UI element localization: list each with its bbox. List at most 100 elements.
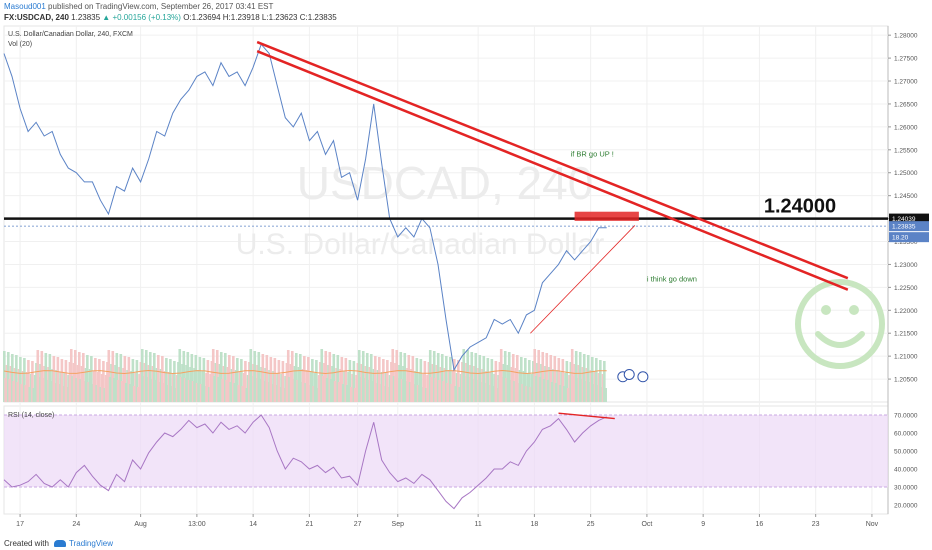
volume-bar	[313, 373, 317, 402]
volume-bar	[104, 375, 108, 402]
volume-bar	[270, 384, 274, 402]
volume-bar	[307, 357, 310, 402]
rsi-tick-label: 70.0000	[894, 413, 918, 420]
volume-bar	[449, 357, 452, 402]
volume-bar	[19, 357, 22, 402]
volume-bar	[225, 380, 228, 402]
volume-bar	[549, 355, 553, 402]
volume-bar	[178, 349, 182, 402]
volume-bar	[524, 358, 527, 402]
volume-bar	[171, 374, 175, 402]
volume-bar	[177, 362, 180, 402]
volume-bar	[564, 373, 567, 402]
volume-bar	[36, 350, 40, 402]
volume-bar	[120, 381, 124, 402]
volume-bar	[411, 356, 415, 402]
volume-bar	[349, 387, 353, 402]
volume-bar	[438, 380, 441, 402]
volume-bar	[471, 379, 475, 402]
volume-bar	[224, 353, 227, 402]
volume-bar	[423, 361, 427, 402]
volume-bar	[601, 374, 605, 402]
volume-bar	[193, 368, 196, 402]
volume-bar	[562, 386, 566, 402]
published-text: published on TradingView.com, September …	[48, 2, 274, 11]
volume-bar	[544, 366, 547, 402]
annotation-down: i think go down	[647, 274, 697, 283]
volume-bar	[387, 387, 391, 402]
volume-bar	[335, 368, 338, 402]
volume-bar	[526, 373, 530, 402]
volume-bar	[511, 354, 515, 402]
volume-bar	[182, 351, 186, 402]
volume-indicator-label: Vol (20)	[8, 41, 32, 48]
volume-bar	[450, 384, 453, 402]
volume-bar	[52, 356, 56, 402]
volume-bar	[481, 369, 484, 402]
volume-bar	[53, 383, 57, 402]
volume-bar	[209, 374, 212, 402]
volume-bar	[542, 379, 546, 402]
volume-bar	[440, 354, 444, 402]
volume-bar	[269, 357, 273, 402]
volume-bar	[546, 380, 550, 402]
volume-bar	[253, 351, 257, 402]
volume-bar	[191, 381, 195, 402]
volume-bar	[40, 351, 44, 402]
author-link[interactable]: Masoud001	[4, 2, 46, 11]
volume-bar	[403, 353, 407, 402]
volume-bar	[242, 373, 246, 402]
level-label: 1.24000	[764, 196, 836, 218]
y-tick-label: 1.27000	[894, 79, 918, 86]
volume-bar	[558, 385, 562, 402]
volume-bar	[586, 355, 590, 402]
volume-bar	[47, 367, 50, 402]
volume-bar	[211, 349, 215, 402]
volume-bar	[197, 370, 200, 402]
volume-bar	[572, 376, 575, 402]
volume-bar	[426, 375, 429, 402]
volume-bar	[337, 382, 341, 402]
publisher-line: Masoud001 published on TradingView.com, …	[4, 1, 273, 12]
volume-bar	[497, 375, 500, 402]
x-tick-label: 17	[16, 521, 24, 528]
y-tick-label: 1.21500	[894, 331, 918, 338]
rsi-divergence-line	[558, 412, 615, 420]
volume-bar	[589, 370, 593, 402]
x-tick-label: 9	[701, 521, 705, 528]
volume-bar	[198, 357, 202, 402]
volume-bar	[282, 388, 286, 402]
volume-bar	[158, 382, 161, 402]
volume-bar	[203, 386, 207, 402]
volume-bar	[49, 381, 53, 402]
volume-bar	[75, 378, 78, 402]
volume-bar	[83, 381, 86, 402]
volume-bar	[59, 372, 62, 402]
watermark-name: U.S. Dollar/Canadian Dollar	[236, 228, 605, 261]
tradingview-link[interactable]: TradingView	[54, 537, 113, 550]
chart-frame[interactable]: 17 24 Aug 13:00 14 21 27 Sep 11 18 25 Oct 9 16 23 Nov 1.…	[0, 24, 932, 537]
price-pane	[3, 25, 889, 403]
volume-bar	[536, 363, 539, 402]
rsi-band	[4, 415, 888, 487]
volume-bar	[357, 350, 361, 402]
volume-bar	[469, 365, 472, 402]
volume-bar	[144, 350, 148, 402]
x-tick-label: 23	[812, 521, 820, 528]
y-tick-label: 1.28000	[894, 33, 918, 40]
x-tick-label: Oct	[641, 521, 652, 528]
volume-bar	[285, 363, 289, 402]
volume-bar	[199, 384, 203, 402]
volume-bar	[514, 368, 518, 402]
volume-bar	[580, 379, 583, 402]
x-tick-label: 27	[354, 521, 362, 528]
volume-bar	[276, 373, 279, 402]
volume-bar	[84, 368, 88, 402]
volume-bar	[155, 368, 159, 402]
volume-bar	[5, 365, 9, 402]
volume-bar	[107, 350, 111, 402]
volume-bar	[169, 359, 172, 402]
price-chart[interactable]: 17 24 Aug 13:00 14 21 27 Sep 11 18 25 Oct 9 16 23 Nov 1.…	[0, 24, 932, 537]
y-tick-label: 1.25000	[894, 170, 918, 177]
volume-bar	[157, 355, 160, 402]
